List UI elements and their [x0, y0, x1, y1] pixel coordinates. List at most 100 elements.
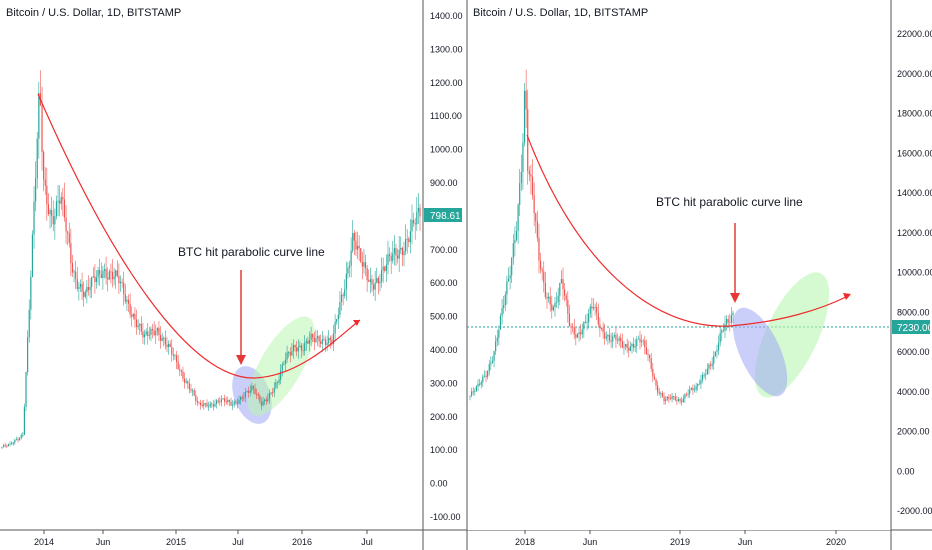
candle-body [161, 337, 163, 341]
candle-body [209, 403, 211, 407]
candle-body [366, 268, 368, 281]
candle-body [546, 296, 548, 299]
candle-body [52, 215, 54, 225]
candle-body [54, 216, 56, 225]
candle-body [174, 355, 176, 357]
candle-body [520, 171, 522, 184]
right-down-arrowhead [730, 293, 740, 303]
left-x-ticks: 2014 Jun 2015 Jul 2016 Jul [34, 530, 373, 547]
left-plot-area[interactable] [0, 0, 423, 530]
candle-body [292, 345, 295, 352]
y-tick-label: 0.00 [897, 466, 915, 476]
candle-body [94, 276, 96, 283]
candle-body [682, 398, 684, 402]
candle-body [650, 358, 652, 369]
candle-body [665, 399, 667, 402]
candle-body [568, 313, 571, 327]
candle-body [507, 278, 510, 282]
candle-body [658, 392, 660, 394]
candle-body [640, 341, 643, 343]
x-tick-label: Jul [361, 537, 373, 547]
candle-body [296, 347, 298, 352]
candle-body [490, 362, 492, 365]
candle-body [232, 404, 234, 406]
candle-body [559, 282, 561, 296]
candle-body [344, 289, 346, 296]
candle-body [164, 337, 166, 345]
candle-body [75, 271, 77, 279]
candle-body [84, 292, 86, 297]
candle-body [68, 233, 70, 244]
candle-body [411, 219, 413, 232]
candle-body [216, 400, 218, 404]
candle-body [91, 276, 93, 287]
candle-body [711, 363, 713, 366]
y-tick-label: 100.00 [430, 445, 458, 455]
candle-body [188, 383, 190, 390]
candle-body [511, 258, 513, 276]
candle-body [554, 302, 556, 308]
candle-body [30, 277, 32, 310]
candle-body [412, 219, 415, 224]
candle-body [342, 294, 344, 296]
candle-body [371, 279, 373, 285]
candle-body [248, 390, 250, 393]
candle-body [131, 314, 133, 317]
candle-body [41, 105, 43, 152]
candle-body [348, 265, 351, 268]
candle-body [15, 439, 18, 441]
right-plot-area[interactable] [467, 0, 891, 530]
candle-body [592, 307, 595, 309]
candle-body [100, 274, 102, 279]
candle-body [14, 439, 16, 443]
candle-body [25, 371, 27, 407]
y-tick-label: 2000.00 [897, 427, 930, 437]
candle-body [608, 334, 611, 341]
candle-body [697, 383, 699, 387]
candle-body [332, 333, 335, 345]
candle-body [230, 401, 232, 406]
candle-body [299, 345, 301, 348]
candle-body [316, 336, 319, 339]
right-last-price-badge [892, 320, 930, 334]
candle-body [604, 332, 606, 339]
y-tick-label: 300.00 [430, 378, 458, 388]
candle-body [190, 389, 192, 391]
candle-body [475, 386, 478, 391]
y-tick-label: 1100.00 [430, 111, 462, 121]
candle-body [713, 356, 715, 364]
candle-body [555, 301, 558, 303]
candle-body [624, 344, 627, 347]
x-tick-label: Jul [232, 537, 244, 547]
candle-body [304, 342, 306, 351]
candle-body [191, 390, 194, 392]
candle-body [180, 369, 182, 372]
candle-body [142, 331, 144, 338]
candle-body [602, 328, 604, 333]
candle-body [495, 341, 497, 352]
candle-body [183, 378, 186, 383]
x-tick-label: 2019 [670, 537, 690, 547]
candle-body [83, 291, 85, 297]
candle-body [328, 337, 330, 344]
candle-body [557, 295, 559, 302]
candle-body [637, 338, 639, 340]
candle-body [124, 294, 126, 302]
candle-body [55, 201, 58, 217]
right-y-ticks: 22000.00 20000.00 18000.00 16000.00 14000.00… [897, 29, 932, 516]
candle-body [158, 327, 160, 336]
candle-body [610, 340, 612, 342]
candle-body [472, 391, 474, 393]
candle-body [589, 306, 591, 314]
candle-body [175, 355, 178, 363]
y-tick-label: 16000.00 [897, 148, 932, 158]
right-panel[interactable]: Bitcoin / U.S. Dollar, 1D, BITSTAMP 2200… [466, 0, 932, 550]
candle-body [23, 406, 26, 435]
candle-body [63, 199, 66, 218]
candle-body [655, 379, 657, 386]
left-annotation: BTC hit parabolic curve line [178, 245, 325, 259]
candle-body [280, 370, 282, 380]
candle-body [709, 364, 712, 366]
